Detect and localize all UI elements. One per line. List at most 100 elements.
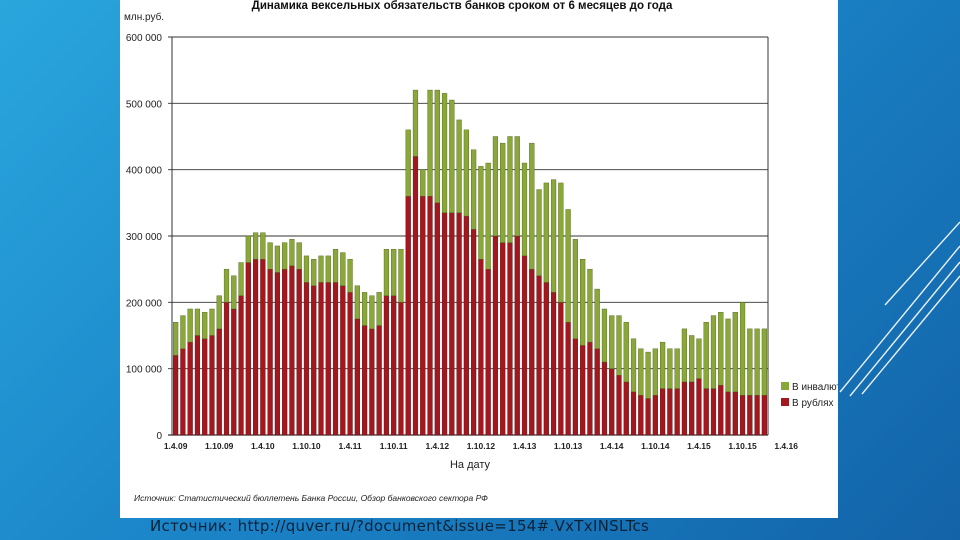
bar-foreign bbox=[463, 129, 469, 217]
x-tick-label: 1.4.10 bbox=[251, 441, 275, 451]
bar-rubles bbox=[565, 322, 571, 436]
bar-rubles bbox=[216, 328, 222, 436]
bar-rubles bbox=[536, 275, 542, 436]
bar-foreign bbox=[681, 328, 688, 383]
bar-rubles bbox=[492, 235, 499, 436]
bars bbox=[173, 89, 767, 436]
bar-rubles bbox=[449, 212, 455, 436]
bar-rubles bbox=[645, 398, 651, 436]
bar-rubles bbox=[282, 268, 288, 436]
bar-rubles bbox=[652, 395, 658, 436]
bar-rubles bbox=[289, 265, 295, 436]
bar-rubles bbox=[732, 391, 738, 436]
bar-foreign bbox=[485, 162, 491, 270]
bar-foreign bbox=[354, 285, 360, 320]
bar-rubles bbox=[252, 259, 259, 436]
bar-foreign bbox=[441, 93, 448, 213]
x-tick-label: 1.10.10 bbox=[292, 441, 321, 451]
bar-rubles bbox=[456, 212, 462, 436]
bar-rubles bbox=[231, 308, 237, 436]
bar-foreign bbox=[514, 136, 520, 237]
y-axis-unit: млн.руб. bbox=[124, 11, 164, 23]
bar-foreign bbox=[652, 348, 658, 396]
bar-foreign bbox=[427, 89, 433, 197]
bar-rubles bbox=[441, 212, 448, 436]
bar-foreign bbox=[187, 308, 193, 343]
bar-foreign bbox=[194, 308, 201, 336]
bar-foreign bbox=[405, 129, 411, 197]
bar-foreign bbox=[739, 302, 746, 396]
bar-foreign bbox=[325, 255, 331, 283]
bar-rubles bbox=[420, 195, 426, 436]
bar-rubles bbox=[710, 388, 717, 436]
x-tick-label: 1.4.15 bbox=[687, 441, 711, 451]
bar-rubles bbox=[194, 335, 201, 436]
bar-foreign bbox=[667, 348, 673, 389]
bar-rubles bbox=[260, 259, 266, 436]
bar-rubles bbox=[638, 395, 644, 436]
y-tick-label: 500 000 bbox=[126, 99, 163, 110]
bar-rubles bbox=[434, 202, 440, 436]
y-tick-label: 600 000 bbox=[126, 33, 163, 44]
bar-rubles bbox=[507, 242, 513, 436]
bar-chart: Динамика вексельных обязательств банков … bbox=[124, 0, 838, 503]
bar-rubles bbox=[580, 345, 586, 436]
x-tick-label: 1.10.13 bbox=[554, 441, 583, 451]
bar-rubles bbox=[543, 282, 549, 436]
source-caption: Источник: http://quver.ru/?document&issu… bbox=[150, 517, 650, 535]
bar-foreign bbox=[732, 312, 738, 393]
bar-rubles bbox=[514, 235, 520, 436]
bar-rubles bbox=[667, 388, 673, 436]
bar-foreign bbox=[274, 245, 280, 273]
bar-rubles bbox=[485, 268, 491, 436]
x-tick-label: 1.4.13 bbox=[513, 441, 537, 451]
bar-rubles bbox=[623, 381, 629, 436]
bar-foreign bbox=[180, 315, 186, 349]
bar-rubles bbox=[718, 385, 724, 436]
deco-line bbox=[839, 245, 960, 393]
y-tick-label: 200 000 bbox=[126, 298, 163, 309]
bar-foreign bbox=[587, 268, 593, 343]
bar-rubles bbox=[187, 341, 193, 436]
bar-rubles bbox=[471, 229, 477, 436]
bar-foreign bbox=[216, 295, 222, 330]
bar-rubles bbox=[398, 302, 404, 436]
bar-foreign bbox=[231, 275, 237, 310]
bar-foreign bbox=[521, 162, 528, 257]
bar-foreign bbox=[223, 268, 230, 303]
bar-rubles bbox=[296, 268, 302, 436]
bar-rubles bbox=[674, 388, 680, 436]
bar-foreign bbox=[209, 308, 215, 336]
bar-foreign bbox=[558, 182, 564, 303]
bar-rubles bbox=[521, 255, 528, 436]
bar-rubles bbox=[354, 318, 360, 436]
deco-line bbox=[884, 221, 960, 306]
bar-foreign bbox=[347, 259, 353, 293]
bar-foreign bbox=[376, 292, 382, 326]
bar-foreign bbox=[550, 179, 557, 293]
bar-rubles bbox=[405, 195, 411, 436]
bar-rubles bbox=[340, 285, 346, 436]
bar-foreign bbox=[529, 142, 535, 270]
bar-rubles bbox=[311, 285, 317, 436]
bar-rubles bbox=[463, 215, 469, 436]
bar-rubles bbox=[318, 282, 324, 436]
bar-foreign bbox=[616, 315, 622, 376]
legend-swatch-foreign bbox=[781, 382, 789, 390]
x-tick-label: 1.4.16 bbox=[774, 441, 798, 451]
bar-foreign bbox=[252, 232, 259, 260]
bar-rubles bbox=[369, 328, 375, 436]
chart-title: Динамика вексельных обязательств банков … bbox=[252, 0, 673, 12]
bar-foreign bbox=[362, 292, 368, 326]
x-axis-title: На дату bbox=[450, 459, 491, 471]
bar-rubles bbox=[391, 295, 397, 436]
bar-foreign bbox=[282, 242, 288, 270]
bar-foreign bbox=[449, 99, 455, 213]
bar-rubles bbox=[412, 156, 419, 436]
bar-rubles bbox=[209, 335, 215, 436]
bar-rubles bbox=[660, 388, 666, 436]
bar-foreign bbox=[761, 328, 767, 396]
bar-rubles bbox=[274, 272, 280, 436]
bar-foreign bbox=[296, 242, 302, 270]
